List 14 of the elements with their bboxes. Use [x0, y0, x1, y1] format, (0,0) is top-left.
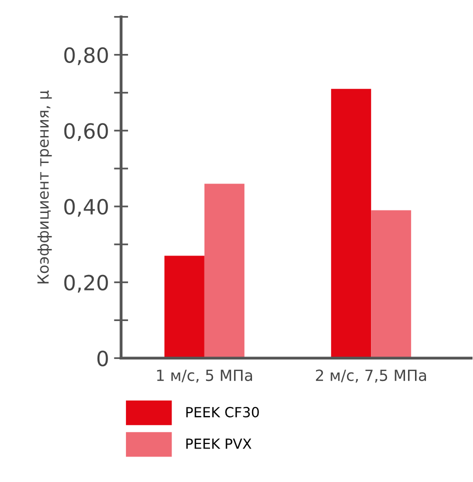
y-tick-label: 0,40: [64, 198, 108, 217]
y-tick-label: 0: [97, 350, 108, 366]
y-tick-label: 0,60: [64, 123, 108, 141]
bar: [331, 88, 372, 358]
y-tick-label: 0,80: [64, 47, 108, 66]
bar: [371, 210, 412, 358]
bar: [204, 184, 244, 358]
x-tick-label: 1 м/с, 5 МПа: [157, 370, 252, 383]
legend-label: PEEK PVX: [186, 438, 252, 449]
bar: [164, 256, 204, 358]
y-tick-label: 0,20: [64, 274, 108, 293]
x-tick-label: 2 м/с, 7,5 МПа: [316, 370, 426, 383]
legend-label: PEEK CF30: [186, 406, 259, 418]
y-axis-title: Коэффициент трения, μ: [37, 90, 52, 284]
